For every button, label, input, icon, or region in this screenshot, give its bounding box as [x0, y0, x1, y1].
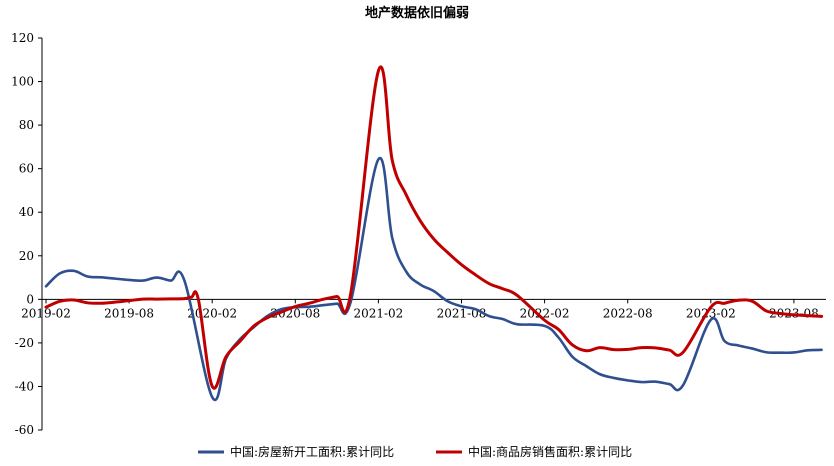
series-line-2: [44, 65, 824, 390]
legend-label-1: 中国:房屋新开工面积:累计同比: [230, 444, 394, 459]
series-line-1: [44, 156, 823, 402]
y-tick-label: 0: [26, 292, 34, 306]
y-tick-label: 80: [19, 118, 34, 132]
x-tick-label: 2021-02: [353, 306, 403, 320]
y-tick-label: 20: [19, 249, 34, 263]
y-tick-label: 120: [11, 31, 34, 45]
series-layer: [44, 65, 824, 402]
x-tick-label: 2019-08: [104, 306, 154, 320]
y-tick-label: 60: [19, 162, 34, 176]
y-tick-label: -20: [15, 336, 34, 350]
x-tick-label: 2022-08: [603, 306, 653, 320]
x-tick-label: 2022-02: [520, 306, 570, 320]
x-tick-label: 2019-02: [21, 306, 71, 320]
y-axis: 120 100 80 60 40 20 0 -20 -40 -60: [11, 31, 43, 437]
legend: 中国:房屋新开工面积:累计同比 中国:商品房销售面积:累计同比: [198, 444, 632, 459]
x-tick-label: 2021-08: [437, 306, 487, 320]
x-tick-label: 2023-02: [686, 306, 736, 320]
legend-label-2: 中国:商品房销售面积:累计同比: [468, 444, 632, 459]
y-tick-label: -60: [15, 423, 34, 437]
y-tick-label: 40: [19, 205, 34, 219]
chart-title: 地产数据依旧偏弱: [365, 5, 469, 21]
y-tick-label: -40: [15, 379, 34, 393]
y-tick-label: 100: [11, 75, 34, 89]
